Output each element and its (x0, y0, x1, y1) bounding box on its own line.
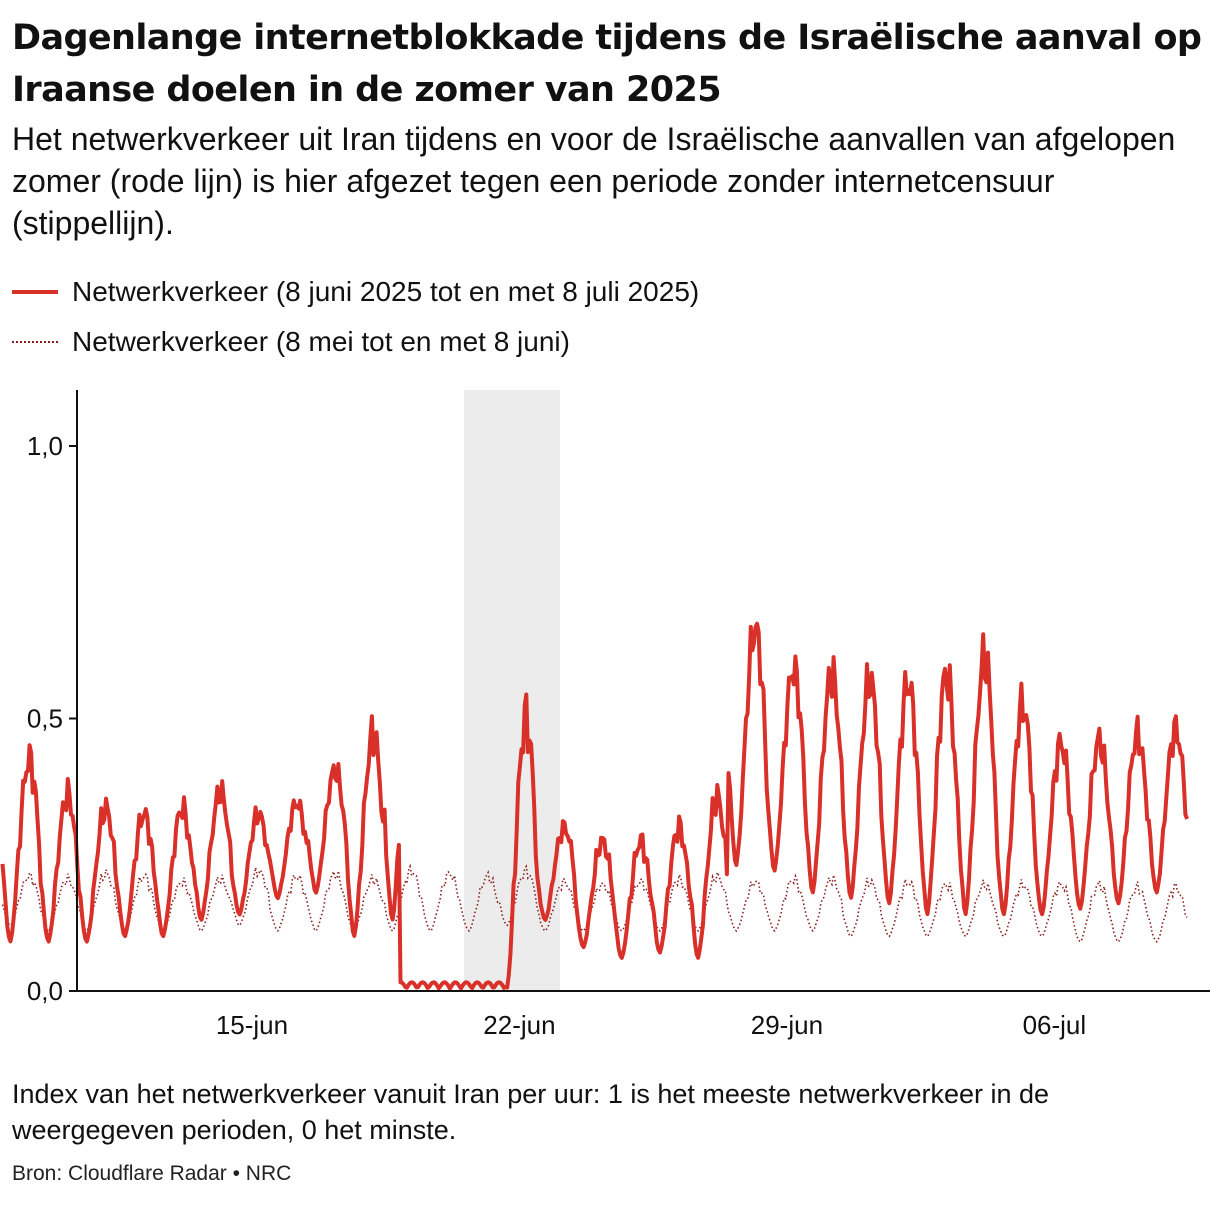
legend-label-previous: Netwerkverkeer (8 mei tot en met 8 juni) (72, 326, 570, 357)
series-line-previous (1, 863, 1188, 944)
legend-item-current: Netwerkverkeer (8 juni 2025 tot en met 8… (12, 270, 699, 314)
y-tick-label: 0,0 (27, 976, 63, 1006)
y-tick-label: 1,0 (27, 431, 63, 461)
legend-swatch-solid (12, 290, 58, 294)
x-tick-label: 06-jul (1023, 1010, 1087, 1040)
chart-plot: 0,0 0,5 1,0 15-jun 22-jun 29-jun 06-jul (0, 390, 1210, 1040)
x-tick-label: 22-jun (483, 1010, 555, 1040)
x-tick-label: 29-jun (751, 1010, 823, 1040)
chart-note: Index van het netwerkverkeer vanuit Iran… (12, 1079, 1050, 1145)
legend-label-current: Netwerkverkeer (8 juni 2025 tot en met 8… (72, 276, 700, 307)
chart-subtitle: Het netwerkverkeer uit Iran tijdens en v… (12, 121, 1176, 241)
legend-item-previous: Netwerkverkeer (8 mei tot en met 8 juni) (12, 320, 570, 364)
chart-title: Dagenlange internetblokkade tijdens de I… (12, 18, 1202, 110)
chart-source: Bron: Cloudflare Radar • NRC (12, 1162, 292, 1185)
x-tick-label: 15-jun (216, 1010, 288, 1040)
y-tick-label: 0,5 (27, 704, 63, 734)
legend-swatch-dotted (12, 341, 58, 343)
series-line-current (0, 621, 1189, 991)
